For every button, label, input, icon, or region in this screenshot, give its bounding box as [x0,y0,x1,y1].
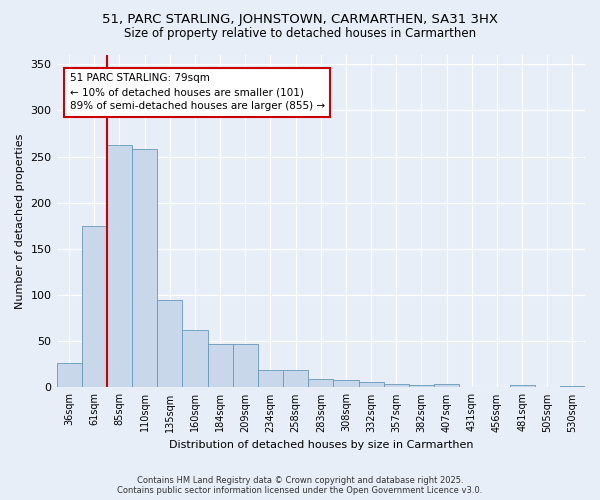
Bar [107,146,132,388]
Bar [434,384,459,388]
Bar [459,386,484,388]
Y-axis label: Number of detached properties: Number of detached properties [15,134,25,309]
Bar [208,344,233,388]
Bar [157,300,182,388]
Bar [359,382,383,388]
Text: Contains HM Land Registry data © Crown copyright and database right 2025.
Contai: Contains HM Land Registry data © Crown c… [118,476,482,495]
Bar [334,380,359,388]
Bar [283,370,308,388]
Bar [132,149,157,388]
Bar [383,384,409,388]
Bar [82,226,107,388]
Bar [409,384,434,388]
Bar [535,386,560,388]
Text: 51, PARC STARLING, JOHNSTOWN, CARMARTHEN, SA31 3HX: 51, PARC STARLING, JOHNSTOWN, CARMARTHEN… [102,12,498,26]
Bar [258,370,283,388]
Bar [509,384,535,388]
Bar [308,379,334,388]
Text: 51 PARC STARLING: 79sqm
← 10% of detached houses are smaller (101)
89% of semi-d: 51 PARC STARLING: 79sqm ← 10% of detache… [70,74,325,112]
Bar [182,330,208,388]
Bar [56,364,82,388]
X-axis label: Distribution of detached houses by size in Carmarthen: Distribution of detached houses by size … [169,440,473,450]
Bar [233,344,258,388]
Bar [484,386,509,388]
Bar [560,386,585,388]
Text: Size of property relative to detached houses in Carmarthen: Size of property relative to detached ho… [124,28,476,40]
